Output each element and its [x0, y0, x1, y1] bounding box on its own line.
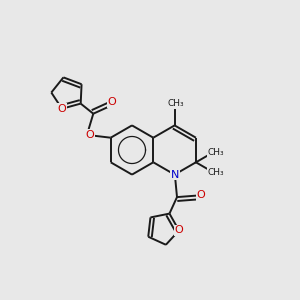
Text: O: O [108, 97, 117, 107]
Text: CH₃: CH₃ [167, 99, 184, 108]
Text: O: O [175, 226, 183, 236]
Text: O: O [196, 190, 206, 200]
Text: CH₃: CH₃ [207, 167, 224, 176]
Text: O: O [85, 130, 94, 140]
Text: CH₃: CH₃ [207, 148, 224, 157]
Text: N: N [170, 169, 179, 180]
Text: O: O [58, 104, 66, 114]
